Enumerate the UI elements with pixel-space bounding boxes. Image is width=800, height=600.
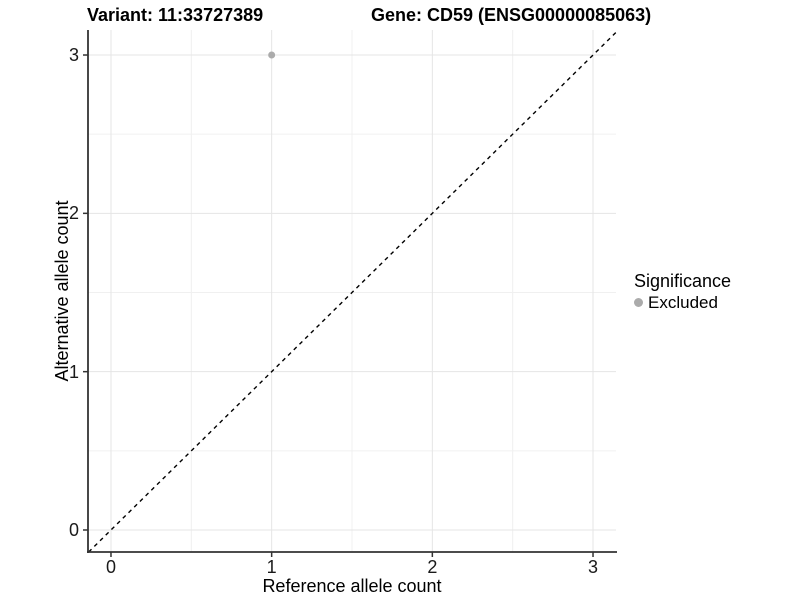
legend-item: Excluded	[634, 292, 731, 313]
y-tick-label: 0	[68, 519, 79, 540]
y-tick-label: 1	[68, 361, 79, 382]
plot-title-variant: Variant: 11:33727389	[87, 5, 264, 25]
identity-reference-line	[88, 31, 617, 553]
legend: Significance Excluded	[634, 270, 731, 313]
x-tick-label: 1	[266, 557, 277, 577]
plot-title-gene: Gene: CD59 (ENSG00000085063)	[371, 5, 652, 25]
legend-items: Excluded	[634, 292, 731, 313]
data-point	[268, 51, 276, 59]
legend-label: Excluded	[648, 292, 718, 312]
legend-title: Significance	[634, 271, 732, 291]
x-tick-label: 3	[588, 557, 599, 577]
y-tick-label: 2	[68, 203, 79, 224]
x-tick-label: 2	[427, 557, 438, 577]
y-axis-title: Alternative allele count	[52, 200, 72, 382]
legend-key-dot-icon	[634, 298, 643, 307]
y-tick-label: 3	[68, 45, 79, 65]
x-tick-label: 0	[105, 557, 116, 577]
x-axis-title: Reference allele count	[262, 576, 442, 596]
